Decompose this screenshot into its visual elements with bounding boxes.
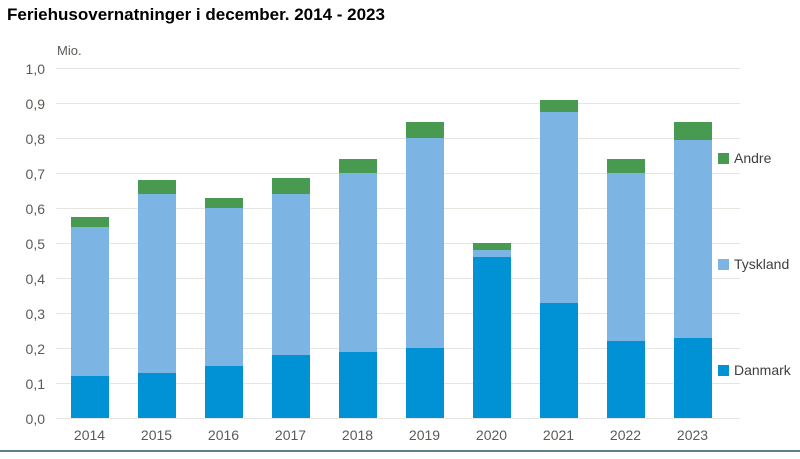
gridline-0,0 (56, 418, 740, 419)
x-tick-label-2016: 2016 (207, 427, 240, 443)
y-tick-label: 0,0 (25, 411, 45, 427)
x-tick-label-2017: 2017 (274, 427, 307, 443)
y-tick-label: 1,0 (25, 61, 45, 77)
x-tick-label-2015: 2015 (140, 427, 173, 443)
bar-segment-2020-andre (472, 243, 511, 250)
bars-layer (56, 68, 726, 418)
bar-segment-2018-andre (338, 159, 377, 173)
bar-segment-2021-andre (539, 99, 578, 112)
bar-2015 (137, 68, 176, 418)
legend-label: Tyskland (734, 256, 790, 272)
bar-segment-2015-tyskland (137, 194, 176, 373)
bar-segment-2019-andre (405, 122, 444, 138)
bar-segment-2018-tyskland (338, 173, 377, 352)
gridline-0,6 (56, 208, 740, 209)
legend-swatch-icon (718, 152, 729, 164)
bar-segment-2023-tyskland (673, 139, 712, 338)
legend-item-andre: Andre (718, 150, 800, 166)
bar-2014 (70, 68, 109, 418)
y-axis-unit-label: Mio. (57, 43, 82, 58)
bar-segment-2017-andre (271, 178, 310, 194)
legend-swatch-icon (718, 364, 729, 376)
bar-segment-2017-tyskland (271, 194, 310, 355)
gridline-0,5 (56, 243, 740, 244)
x-tick-label-2022: 2022 (609, 427, 642, 443)
y-tick-label: 0,6 (25, 201, 45, 217)
bar-segment-2017-danmark (271, 355, 310, 418)
x-tick-label-2018: 2018 (341, 427, 374, 443)
legend: Andre Tyskland Danmark (718, 150, 800, 378)
bar-2023 (673, 68, 712, 418)
gridline-0,3 (56, 313, 740, 314)
y-axis-tick-labels: 0,0 0,1 0,2 0,3 0,4 0,5 0,6 0,7 0,8 0,9 1,0 (0, 61, 45, 427)
y-tick-label: 0,7 (25, 166, 45, 182)
y-tick-label: 0,5 (25, 236, 45, 252)
bar-segment-2022-andre (606, 159, 645, 173)
gridline-0,4 (56, 278, 740, 279)
bar-segment-2019-danmark (405, 348, 444, 418)
gridline-0,1 (56, 383, 740, 384)
plot-area (56, 68, 740, 419)
bar-segment-2014-tyskland (70, 227, 109, 376)
gridline-0,8 (56, 138, 740, 139)
bar-segment-2020-danmark (472, 257, 511, 418)
legend-item-danmark: Danmark (718, 362, 800, 378)
bar-2020 (472, 68, 511, 418)
bar-2018 (338, 68, 377, 418)
bar-2021 (539, 68, 578, 418)
bar-segment-2014-andre (70, 216, 109, 228)
legend-label: Danmark (734, 362, 791, 378)
bar-segment-2016-andre (204, 197, 243, 208)
bottom-divider (0, 450, 800, 452)
bar-segment-2021-danmark (539, 302, 578, 418)
y-tick-label: 0,1 (25, 376, 45, 392)
y-tick-label: 0,4 (25, 271, 45, 287)
x-tick-label-2019: 2019 (408, 427, 441, 443)
y-tick-label: 0,3 (25, 306, 45, 322)
bar-segment-2015-danmark (137, 372, 176, 418)
bar-2016 (204, 68, 243, 418)
bar-segment-2023-danmark (673, 337, 712, 418)
bar-2017 (271, 68, 310, 418)
gridline-0,7 (56, 173, 740, 174)
bar-segment-2022-danmark (606, 341, 645, 418)
bar-segment-2023-andre (673, 122, 712, 140)
x-tick-label-2020: 2020 (475, 427, 508, 443)
bar-segment-2022-tyskland (606, 173, 645, 341)
bar-segment-2016-danmark (204, 365, 243, 418)
x-tick-label-2023: 2023 (676, 427, 709, 443)
bar-segment-2016-tyskland (204, 208, 243, 366)
gridline-1,0 (56, 68, 740, 69)
gridline-0,9 (56, 103, 740, 104)
bar-segment-2019-tyskland (405, 138, 444, 348)
x-axis-tick-labels: 2014 2015 2016 2017 2018 2019 2020 2021 2022 2023 (56, 427, 726, 443)
bar-segment-2020-tyskland (472, 250, 511, 257)
x-tick-label-2014: 2014 (73, 427, 106, 443)
legend-item-tyskland: Tyskland (718, 256, 800, 272)
y-tick-label: 0,2 (25, 341, 45, 357)
bar-segment-2014-danmark (70, 376, 109, 418)
bar-segment-2018-danmark (338, 351, 377, 418)
legend-swatch-icon (718, 258, 729, 270)
chart-title: Feriehusovernatninger i december. 2014 -… (7, 5, 385, 24)
x-tick-label-2021: 2021 (542, 427, 575, 443)
y-tick-label: 0,9 (25, 96, 45, 112)
legend-label: Andre (734, 150, 772, 166)
bar-segment-2021-tyskland (539, 111, 578, 303)
bar-2019 (405, 68, 444, 418)
bar-segment-2015-andre (137, 180, 176, 194)
gridline-0,2 (56, 348, 740, 349)
y-tick-label: 0,8 (25, 131, 45, 147)
bar-2022 (606, 68, 645, 418)
